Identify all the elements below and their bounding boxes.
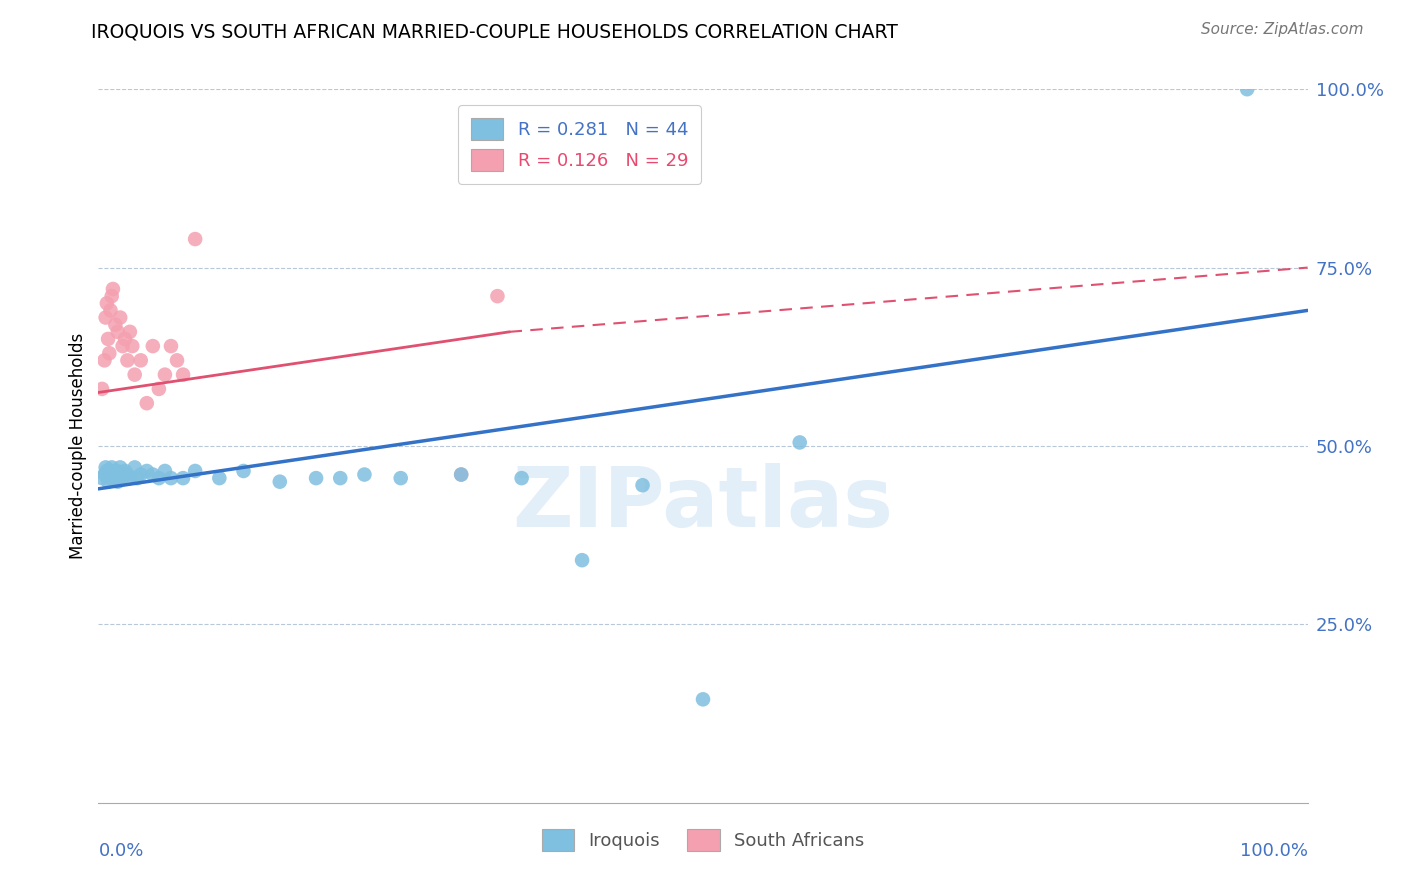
- Point: [104, 318, 127, 332]
- Point: [148, 382, 170, 396]
- Point: [127, 471, 149, 485]
- Point: [97, 475, 120, 489]
- Legend: Iroquois, South Africans: Iroquois, South Africans: [534, 822, 872, 858]
- Point: [101, 282, 124, 296]
- Point: [108, 460, 131, 475]
- Point: [98, 346, 121, 360]
- Point: [111, 339, 134, 353]
- Point: [450, 467, 472, 482]
- Point: [117, 467, 139, 482]
- Point: [305, 471, 328, 485]
- Point: [100, 289, 122, 303]
- Point: [153, 464, 176, 478]
- Point: [184, 232, 207, 246]
- Point: [129, 467, 152, 482]
- Point: [571, 553, 593, 567]
- Point: [94, 460, 117, 475]
- Point: [105, 464, 128, 478]
- Point: [94, 310, 117, 325]
- Point: [486, 289, 509, 303]
- Point: [148, 471, 170, 485]
- Point: [100, 460, 122, 475]
- Text: ZIPatlas: ZIPatlas: [513, 463, 893, 543]
- Point: [789, 435, 811, 450]
- Point: [114, 464, 136, 478]
- Point: [510, 471, 533, 485]
- Point: [118, 325, 141, 339]
- Text: Source: ZipAtlas.com: Source: ZipAtlas.com: [1201, 22, 1364, 37]
- Point: [135, 464, 157, 478]
- Point: [166, 353, 188, 368]
- Point: [96, 464, 118, 478]
- Point: [91, 382, 114, 396]
- Point: [142, 339, 165, 353]
- Point: [450, 467, 472, 482]
- Point: [114, 332, 136, 346]
- Point: [172, 471, 194, 485]
- Point: [100, 471, 122, 485]
- Point: [97, 332, 120, 346]
- Y-axis label: Married-couple Households: Married-couple Households: [69, 333, 87, 559]
- Point: [101, 464, 124, 478]
- Point: [160, 339, 183, 353]
- Text: 0.0%: 0.0%: [98, 842, 143, 860]
- Point: [118, 471, 141, 485]
- Text: 100.0%: 100.0%: [1240, 842, 1308, 860]
- Point: [232, 464, 254, 478]
- Point: [93, 353, 115, 368]
- Point: [1236, 82, 1258, 96]
- Point: [103, 467, 125, 482]
- Point: [121, 339, 143, 353]
- Text: IROQUOIS VS SOUTH AFRICAN MARRIED-COUPLE HOUSEHOLDS CORRELATION CHART: IROQUOIS VS SOUTH AFRICAN MARRIED-COUPLE…: [91, 22, 898, 41]
- Point: [124, 460, 146, 475]
- Point: [160, 471, 183, 485]
- Point: [124, 368, 146, 382]
- Point: [100, 303, 122, 318]
- Point: [117, 353, 139, 368]
- Point: [208, 471, 231, 485]
- Point: [129, 353, 152, 368]
- Point: [353, 467, 375, 482]
- Point: [153, 368, 176, 382]
- Point: [91, 471, 114, 485]
- Point: [104, 471, 127, 485]
- Point: [98, 467, 121, 482]
- Point: [108, 310, 131, 325]
- Point: [111, 467, 134, 482]
- Point: [184, 464, 207, 478]
- Point: [142, 467, 165, 482]
- Point: [389, 471, 412, 485]
- Point: [135, 396, 157, 410]
- Point: [108, 467, 131, 482]
- Point: [172, 368, 194, 382]
- Point: [107, 325, 129, 339]
- Point: [107, 475, 129, 489]
- Point: [329, 471, 352, 485]
- Point: [93, 467, 115, 482]
- Point: [269, 475, 291, 489]
- Point: [631, 478, 654, 492]
- Point: [110, 471, 132, 485]
- Point: [96, 296, 118, 310]
- Point: [692, 692, 714, 706]
